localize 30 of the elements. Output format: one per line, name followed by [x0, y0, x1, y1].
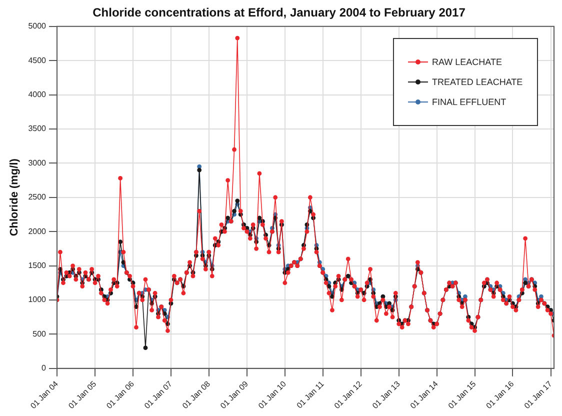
y-tick-label: 1500 — [28, 260, 47, 270]
x-tick-label: 01 Jan 05 — [66, 378, 98, 411]
y-tick-label: 2000 — [28, 226, 47, 236]
y-tick-label: 4000 — [28, 90, 47, 99]
x-tick-label: 01 Jan 12 — [332, 378, 364, 411]
y-tick-label: 4500 — [28, 56, 47, 65]
x-tick-label: 01 Jan 13 — [370, 378, 402, 411]
x-tick-label: 01 Jan 11 — [295, 378, 326, 410]
x-tick-label: 01 Jan 15 — [446, 378, 478, 411]
x-tick-label: 01 Jan 04 — [28, 378, 60, 411]
x-tick-label: 01 Jan 16 — [484, 378, 516, 411]
y-tick-label: 0 — [42, 364, 47, 373]
y-tick-label: 500 — [32, 329, 47, 338]
y-axis-title: Chloride (mg/l) — [8, 158, 21, 236]
x-tick-label: 01 Jan 14 — [408, 378, 440, 411]
legend-label: TREATED LEACHATE — [432, 77, 523, 88]
y-tick-label: 2500 — [28, 192, 47, 202]
legend-label: RAW LEACHATE — [432, 57, 502, 68]
y-tick-label: 5000 — [28, 22, 47, 31]
y-tick-label: 3000 — [28, 158, 47, 168]
x-tick-label: 01 Jan 06 — [104, 378, 136, 411]
x-tick-label: 01 Jan 09 — [218, 378, 250, 411]
chart-title: Chloride concentrations at Efford, January 2004 to February 2017 — [92, 6, 466, 20]
y-tick-label: 1000 — [28, 295, 47, 304]
x-tick-label: 01 Jan 07 — [142, 378, 174, 411]
legend-label: FINAL EFFLUENT — [432, 97, 506, 108]
x-tick-label: 01 Jan 10 — [256, 378, 288, 411]
x-tick-label: 01 Jan 17 — [522, 378, 554, 411]
x-tick-label: 01 Jan 08 — [180, 378, 212, 411]
y-tick-label: 3500 — [28, 124, 47, 134]
